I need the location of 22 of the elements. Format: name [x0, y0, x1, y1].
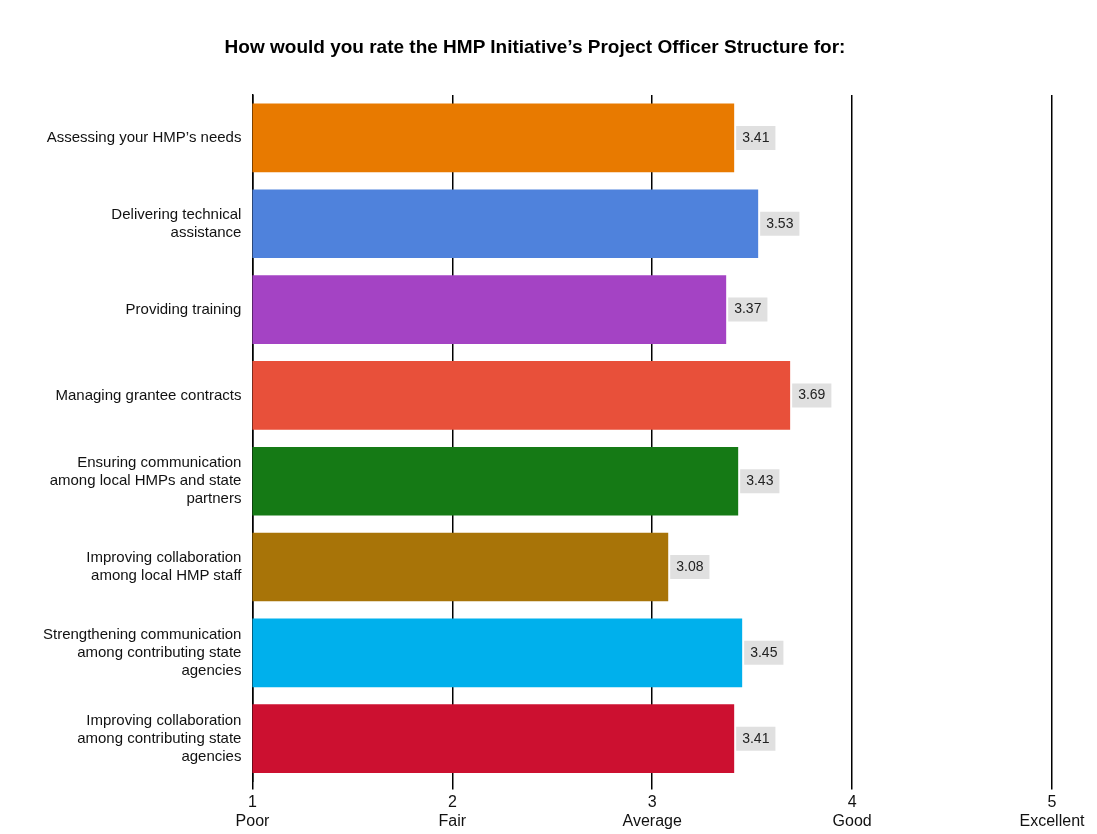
y-tick-label: Providing training	[125, 299, 242, 317]
y-tick-label: Improving collaboration among local HMP staff	[86, 548, 243, 584]
y-tick-label: Delivering technical assistance	[111, 204, 242, 240]
x-tick-label: 4 Good	[832, 792, 872, 829]
data-label: 3.41	[742, 128, 770, 145]
x-tick-label: 1 Poor	[235, 792, 271, 829]
x-tick-label: 5 Excellent	[1019, 792, 1086, 829]
data-label: 3.53	[766, 214, 794, 231]
y-tick-label: Strengthening communication among contributing state agencies	[43, 625, 242, 678]
x-tick-label: 2 Fair	[438, 792, 467, 829]
y-tick-label: Assessing your HMP’s needs	[46, 128, 242, 146]
data-label: 3.69	[798, 386, 826, 403]
y-tick-label: Ensuring communication among local HMPs and state partners	[49, 453, 242, 507]
y-tick-label: Managing grantee contracts	[55, 385, 242, 403]
y-tick-label: Improving collaboration among contributing state agencies	[77, 710, 242, 764]
data-label: 3.37	[734, 300, 762, 317]
x-tick-label: 3 Average	[622, 792, 682, 829]
chart-title: How would you rate the HMP Initiative’s Project Officer Structure for:	[223, 36, 847, 58]
data-label: 3.41	[742, 729, 770, 746]
data-label: 3.08	[676, 557, 704, 574]
data-label: 3.43	[746, 472, 774, 489]
data-label: 3.45	[750, 643, 778, 660]
